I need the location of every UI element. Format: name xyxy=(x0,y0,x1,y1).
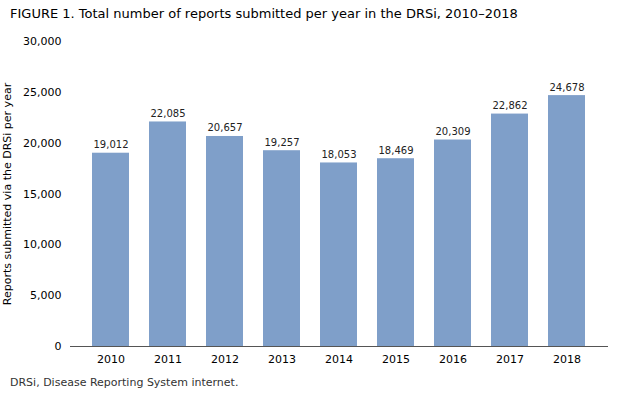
svg-text:18,053: 18,053 xyxy=(322,149,357,160)
svg-text:25,000: 25,000 xyxy=(23,86,62,99)
svg-text:2018: 2018 xyxy=(553,353,581,366)
svg-text:19,012: 19,012 xyxy=(94,139,129,150)
svg-text:20,000: 20,000 xyxy=(23,137,62,150)
svg-text:Reports submitted via the DRSi: Reports submitted via the DRSi per year xyxy=(1,82,14,305)
svg-text:10,000: 10,000 xyxy=(23,238,62,251)
svg-text:2011: 2011 xyxy=(154,353,182,366)
svg-text:22,085: 22,085 xyxy=(151,108,186,119)
svg-text:2014: 2014 xyxy=(325,353,353,366)
svg-text:20,657: 20,657 xyxy=(208,122,243,133)
svg-text:30,000: 30,000 xyxy=(23,35,62,48)
svg-text:2010: 2010 xyxy=(97,353,125,366)
svg-text:5,000: 5,000 xyxy=(30,289,62,302)
svg-text:2012: 2012 xyxy=(211,353,239,366)
svg-text:0: 0 xyxy=(55,340,62,353)
svg-text:22,862: 22,862 xyxy=(493,100,528,111)
svg-text:18,469: 18,469 xyxy=(379,145,414,156)
svg-text:24,678: 24,678 xyxy=(550,82,585,93)
svg-text:2015: 2015 xyxy=(382,353,410,366)
svg-text:19,257: 19,257 xyxy=(265,137,300,148)
svg-text:2016: 2016 xyxy=(439,353,467,366)
html-text:DRSi, Disease Reporting System: DRSi, Disease Reporting System internet. xyxy=(10,376,239,389)
svg-text:2017: 2017 xyxy=(496,353,524,366)
svg-text:2013: 2013 xyxy=(268,353,296,366)
svg-text:15,000: 15,000 xyxy=(23,188,62,201)
html-text:FIGURE 1. Total number of repo: FIGURE 1. Total number of reports submit… xyxy=(10,6,518,21)
svg-text:20,309: 20,309 xyxy=(436,126,471,137)
